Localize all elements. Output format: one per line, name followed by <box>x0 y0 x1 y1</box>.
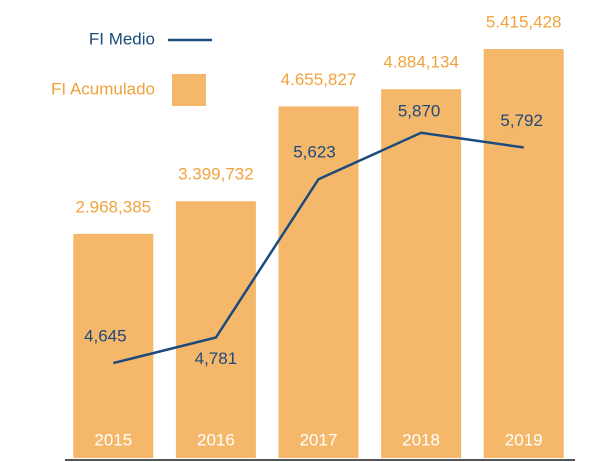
bar <box>278 106 359 458</box>
bar-value-label: 4.884,134 <box>383 53 459 72</box>
bar <box>483 49 564 459</box>
x-tick-label: 2019 <box>505 430 543 449</box>
bar-value-label: 5.415,428 <box>486 13 562 32</box>
x-tick-label: 2018 <box>402 430 440 449</box>
line-value-label: 4,645 <box>84 327 127 346</box>
bar-value-label: 4.655,827 <box>281 70 357 89</box>
line-value-label: 5,792 <box>500 111 543 130</box>
legend-swatch <box>172 74 206 106</box>
bar-value-label: 2.968,385 <box>75 197 151 216</box>
legend-label: FI Medio <box>89 29 155 48</box>
bar-value-label: 3.399,732 <box>178 165 254 184</box>
x-tick-label: 2017 <box>300 430 338 449</box>
line-value-label: 5,623 <box>293 143 336 162</box>
bar <box>175 201 256 459</box>
bar <box>381 89 462 459</box>
bar <box>73 233 154 458</box>
line-value-label: 4,781 <box>195 349 238 368</box>
line-value-label: 5,870 <box>398 101 441 120</box>
line <box>112 131 524 365</box>
legend-label: FI Acumulado <box>51 79 155 98</box>
x-tick-label: 2016 <box>197 430 235 449</box>
x-tick-label: 2015 <box>94 430 132 449</box>
